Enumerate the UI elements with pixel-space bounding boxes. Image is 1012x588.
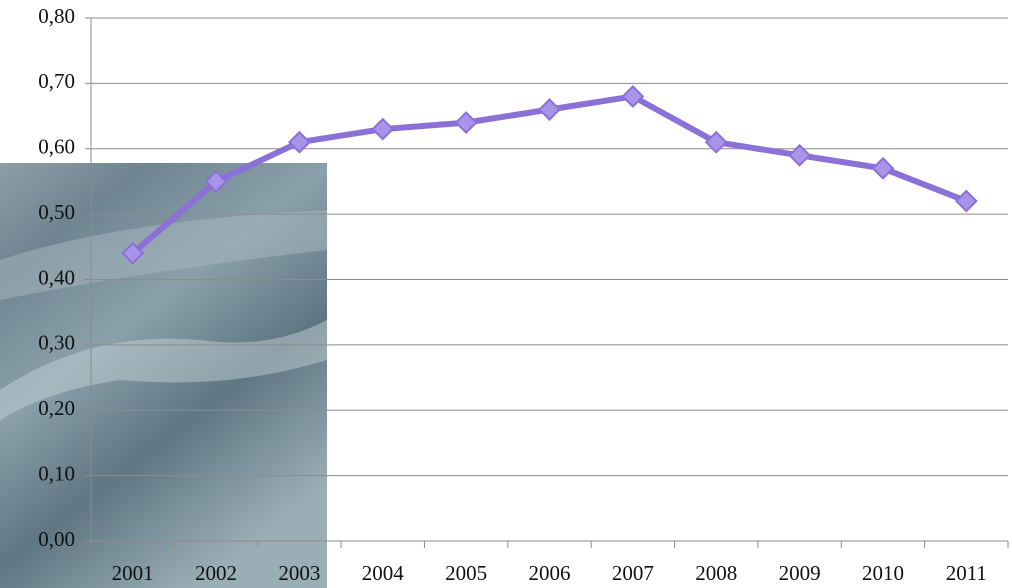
y-tick-label: 0,50	[38, 200, 75, 224]
photo-wave	[0, 210, 327, 300]
x-tick-label: 2003	[278, 561, 320, 585]
x-tick-label: 2010	[862, 561, 904, 585]
marker	[871, 156, 895, 180]
y-tick-label: 0,60	[38, 135, 75, 159]
marker	[954, 189, 978, 213]
x-tick-label: 2005	[445, 561, 487, 585]
x-tick-label: 2001	[112, 561, 154, 585]
marker	[454, 111, 478, 135]
y-tick-label: 0,00	[38, 527, 75, 551]
x-tick-label: 2007	[612, 561, 654, 585]
marker	[204, 170, 228, 193]
x-tick-label: 2004	[362, 561, 405, 585]
y-tick-label: 0,80	[38, 4, 75, 28]
x-tick-label: 2006	[529, 561, 571, 585]
marker	[371, 117, 395, 141]
x-tick-label: 2009	[779, 561, 821, 585]
y-tick-label: 0,20	[38, 396, 75, 420]
y-tick-label: 0,70	[38, 69, 75, 93]
y-tick-label: 0,30	[38, 331, 75, 355]
marker	[287, 130, 311, 154]
marker	[621, 85, 645, 108]
y-tick-label: 0,40	[38, 265, 75, 289]
x-tick-label: 2011	[946, 561, 987, 585]
marker	[538, 98, 561, 121]
marker	[788, 143, 812, 167]
y-tick-label: 0,10	[38, 461, 75, 485]
x-tick-label: 2002	[195, 561, 237, 585]
x-tick-label: 2008	[695, 561, 737, 585]
marker	[704, 130, 728, 154]
marker	[121, 241, 145, 265]
